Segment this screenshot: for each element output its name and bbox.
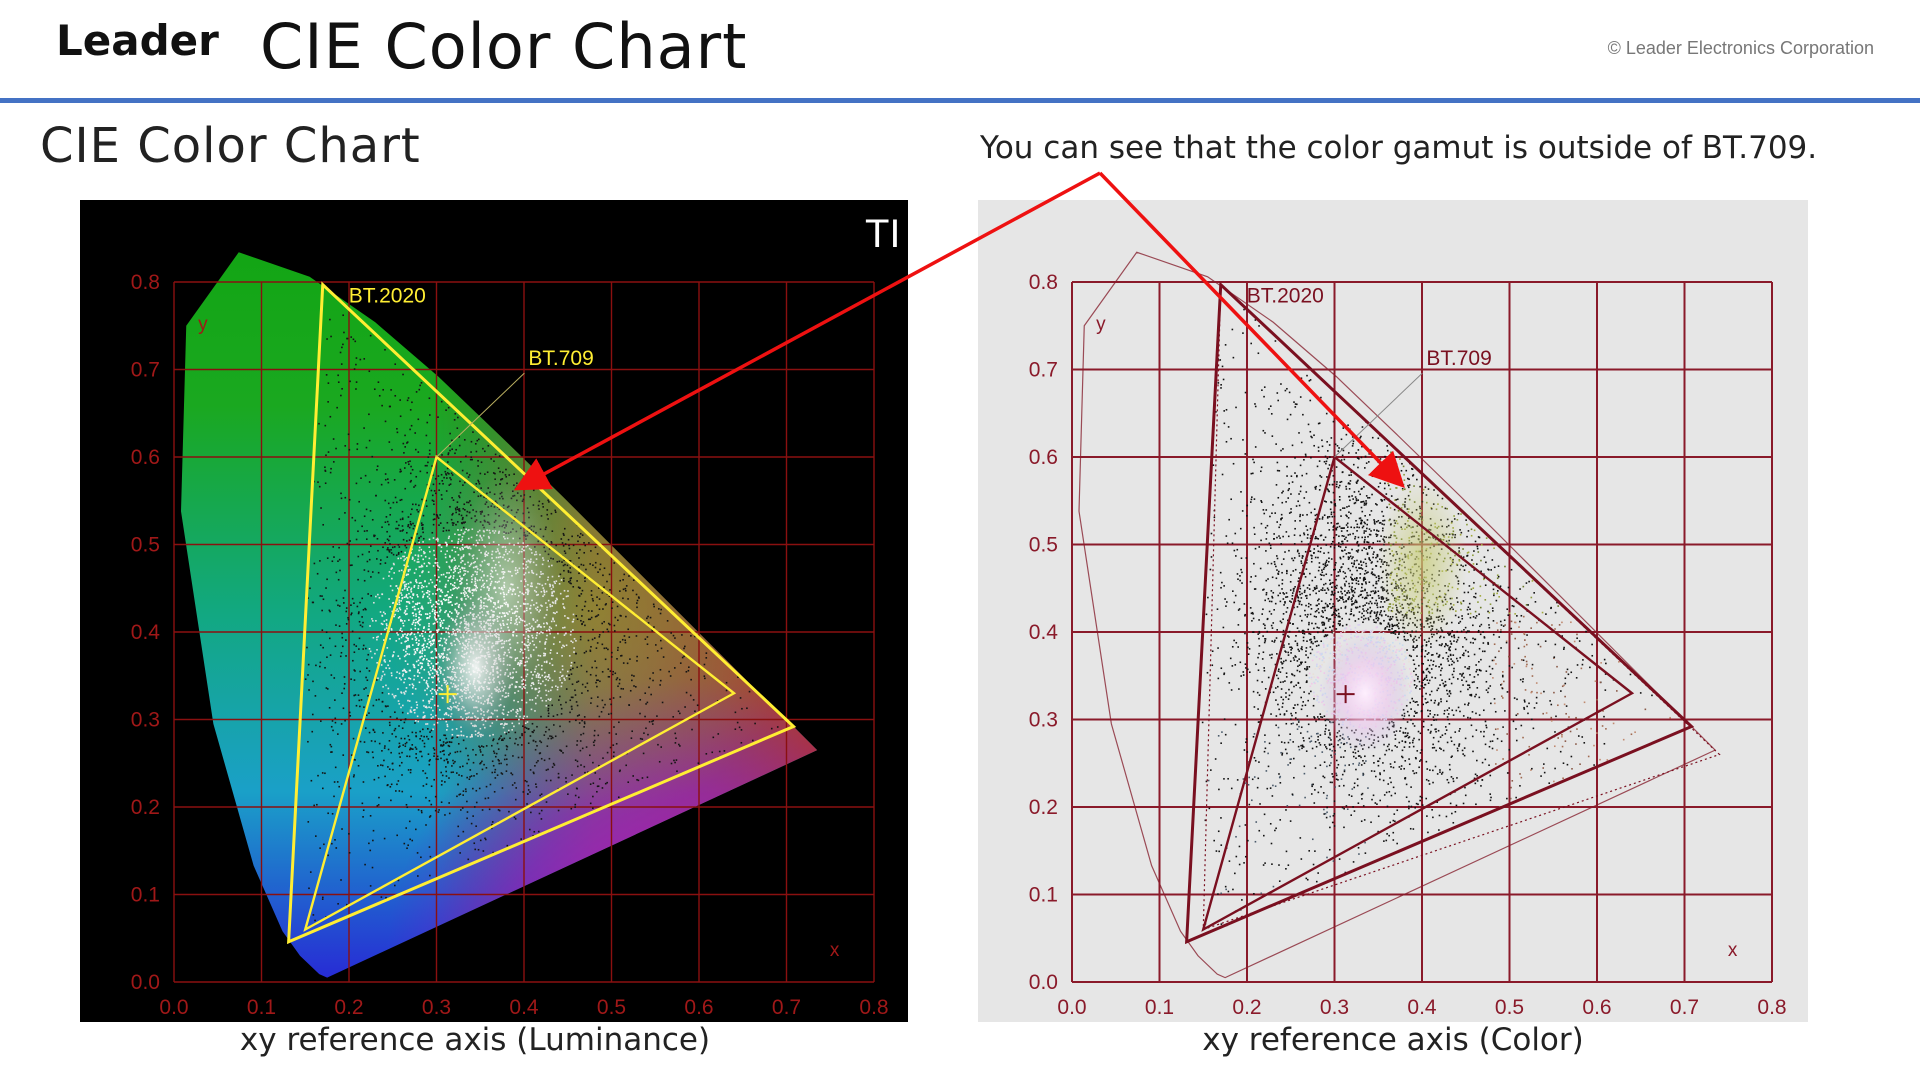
- green-cloud: [1377, 477, 1467, 647]
- y-tick-label: 0.0: [1029, 971, 1058, 994]
- caption-luminance: xy reference axis (Luminance): [239, 1022, 711, 1058]
- y-tick-label: 0.2: [1029, 796, 1058, 819]
- x-tick-label: 0.7: [772, 996, 801, 1019]
- gamut-bt2020-triangle: [287, 281, 797, 945]
- x-axis-label: x: [830, 940, 840, 961]
- x-tick-label: 0.0: [159, 996, 188, 1019]
- y-axis-label: y: [198, 314, 208, 335]
- bt2020-label: BT.2020: [349, 285, 426, 308]
- x-tick-label: 0.4: [1407, 996, 1437, 1019]
- x-tick-label: 0.7: [1670, 996, 1699, 1019]
- cie-chart-color-svg: BT.2020 BT.709 0.0 0.1 0.2 0.3 0.4 0.5 0.6 0.7 0.8…: [978, 200, 1808, 1022]
- y-tick-label: 0.8: [131, 271, 160, 294]
- corner-overlay-text: TI: [865, 212, 901, 256]
- slide-title: CIE Color Chart: [260, 10, 748, 83]
- x-tick-label: 0.6: [1582, 996, 1611, 1019]
- y-tick-label: 0.5: [1029, 534, 1058, 557]
- header-divider: [0, 98, 1920, 103]
- y-tick-label: 0.5: [131, 534, 160, 557]
- y-tick-label: 0.1: [131, 884, 160, 907]
- white-point-cluster: [1320, 633, 1411, 754]
- y-tick-label: 0.7: [131, 359, 160, 382]
- cie-chart-luminance: BT.2020 BT.709 0.0 0.1 0.2 0.3 0.4 0.5 0.6 0.7 0.8…: [80, 200, 908, 1022]
- x-tick-label: 0.0: [1057, 996, 1086, 1019]
- gamut-annotation: You can see that the color gamut is outs…: [980, 130, 1818, 166]
- x-tick-label: 0.1: [247, 996, 276, 1019]
- y-tick-label: 0.1: [1029, 884, 1058, 907]
- copyright-text: © Leader Electronics Corporation: [1607, 38, 1874, 58]
- bt709-label: BT.709: [528, 347, 593, 370]
- y-tick-label: 0.4: [131, 621, 161, 644]
- gamut-bt709-triangle: [303, 454, 737, 932]
- bt709-label: BT.709: [1426, 347, 1491, 370]
- x-tick-label: 0.8: [1757, 996, 1786, 1019]
- y-tick-label: 0.4: [1029, 621, 1059, 644]
- gamut-bt709-triangle: [1201, 454, 1635, 932]
- bt2020-label: BT.2020: [1247, 285, 1324, 308]
- x-tick-label: 0.6: [684, 996, 713, 1019]
- x-tick-label: 0.3: [1320, 996, 1349, 1019]
- y-tick-label: 0.0: [131, 971, 160, 994]
- x-tick-label: 0.5: [597, 996, 626, 1019]
- y-axis-label: y: [1096, 314, 1106, 335]
- x-tick-label: 0.2: [1232, 996, 1261, 1019]
- bt709-leader-line: [436, 372, 525, 458]
- x-tick-label: 0.8: [859, 996, 888, 1019]
- y-tick-label: 0.3: [1029, 709, 1058, 732]
- cie-chart-luminance-svg: BT.2020 BT.709 0.0 0.1 0.2 0.3 0.4 0.5 0.6 0.7 0.8…: [80, 200, 908, 1022]
- gamut-bt2020-triangle: [1185, 281, 1695, 945]
- leader-logo: Leader: [56, 16, 219, 65]
- y-tick-label: 0.8: [1029, 271, 1058, 294]
- section-title: CIE Color Chart: [40, 118, 421, 174]
- x-tick-label: 0.3: [422, 996, 451, 1019]
- x-tick-label: 0.2: [334, 996, 363, 1019]
- x-axis-label: x: [1728, 940, 1738, 961]
- y-tick-label: 0.7: [1029, 359, 1058, 382]
- x-tick-label: 0.1: [1145, 996, 1174, 1019]
- x-tick-label: 0.4: [509, 996, 539, 1019]
- luma-cloud: [451, 473, 562, 704]
- caption-color: xy reference axis (Color): [1202, 1022, 1584, 1058]
- y-tick-label: 0.3: [131, 709, 160, 732]
- y-tick-label: 0.6: [1029, 446, 1058, 469]
- cie-chart-color: BT.2020 BT.709 0.0 0.1 0.2 0.3 0.4 0.5 0.6 0.7 0.8…: [978, 200, 1808, 1022]
- y-tick-label: 0.6: [131, 446, 160, 469]
- x-tick-label: 0.5: [1495, 996, 1524, 1019]
- y-tick-label: 0.2: [131, 796, 160, 819]
